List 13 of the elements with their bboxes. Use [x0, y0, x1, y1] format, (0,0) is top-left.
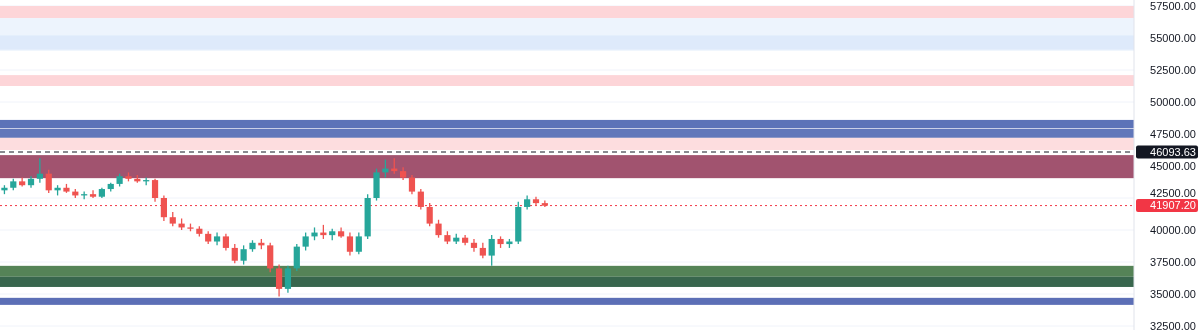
y-tick-label: 55000.00	[1150, 31, 1196, 44]
y-tick-label: 45000.00	[1150, 159, 1196, 172]
y-tick-label: 42500.00	[1150, 187, 1196, 200]
y-tick-label: 57500.00	[1150, 0, 1196, 12]
y-tick-label: 37500.00	[1150, 255, 1196, 268]
y-tick-label: 35000.00	[1150, 287, 1196, 300]
y-tick-label: 40000.00	[1150, 223, 1196, 236]
y-tick-label: 47500.00	[1150, 127, 1196, 140]
y-tick-label: 52500.00	[1150, 63, 1196, 76]
y-tick-label: 50000.00	[1150, 95, 1196, 108]
ref-line-label: 41907.20	[1150, 199, 1196, 212]
ref-line-label: 46093.63	[1150, 145, 1196, 158]
y-tick-label: 32500.00	[1150, 319, 1196, 330]
